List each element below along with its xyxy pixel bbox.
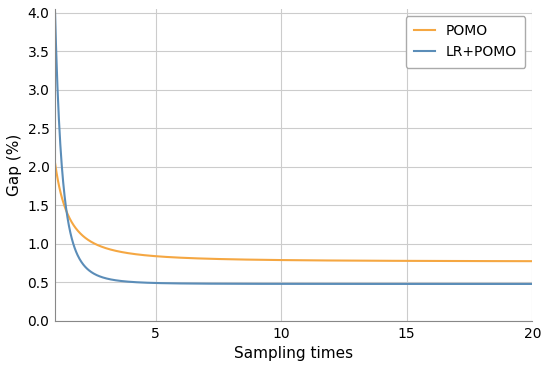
POMO — [52, 161, 58, 165]
POMO — [100, 245, 107, 250]
POMO — [245, 257, 252, 262]
POMO — [424, 259, 431, 263]
Legend: POMO, LR+POMO: POMO, LR+POMO — [406, 16, 526, 67]
LR+POMO — [379, 282, 386, 286]
X-axis label: Sampling times: Sampling times — [234, 346, 353, 361]
Line: POMO: POMO — [55, 163, 532, 261]
LR+POMO — [245, 282, 252, 286]
POMO — [529, 259, 535, 263]
POMO — [379, 259, 386, 263]
LR+POMO — [424, 282, 431, 286]
POMO — [432, 259, 439, 263]
POMO — [262, 258, 269, 262]
LR+POMO — [529, 282, 535, 286]
LR+POMO — [100, 276, 107, 280]
Y-axis label: Gap (%): Gap (%) — [7, 134, 22, 196]
LR+POMO — [262, 282, 269, 286]
LR+POMO — [432, 282, 439, 286]
Line: LR+POMO: LR+POMO — [55, 13, 532, 284]
LR+POMO — [52, 11, 58, 15]
